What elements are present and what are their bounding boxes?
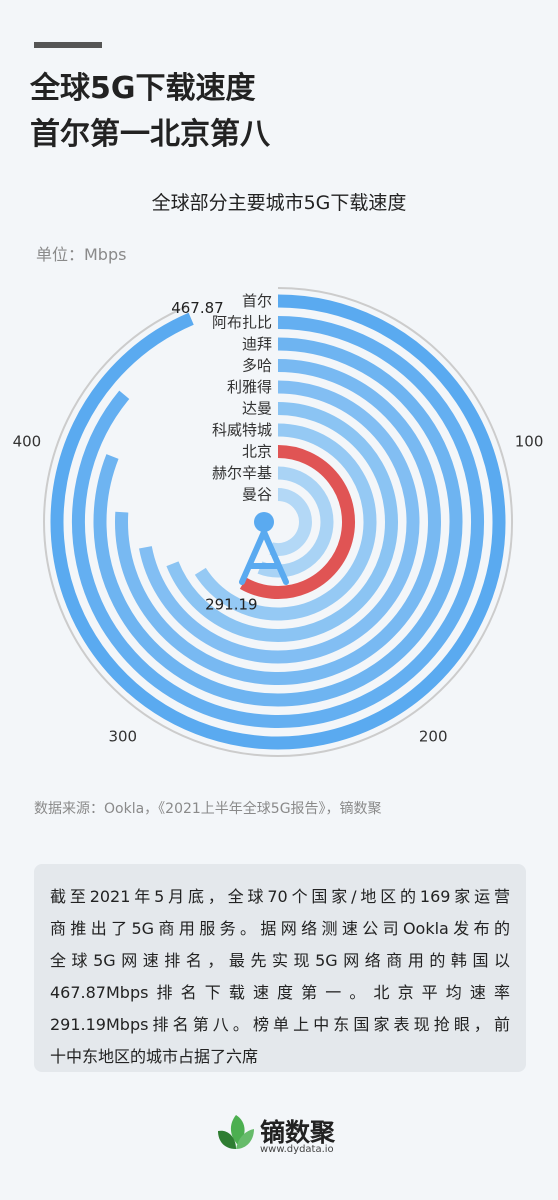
bar-利雅得 — [139, 380, 420, 664]
tick-label: 300 — [108, 728, 137, 746]
description-line: 291.19Mbps排名第八。榜单上中东国家表现抢眼，前 — [50, 1015, 510, 1034]
bar-阿布扎比 — [72, 316, 484, 728]
category-label: 多哈 — [242, 357, 272, 375]
category-label: 曼谷 — [242, 486, 272, 504]
description-line: 截至2021年5月底，全球70个国家/地区的169家运营 — [50, 887, 510, 906]
bar-曼谷 — [269, 488, 312, 556]
page-title-line-2: 首尔第一北京第八 — [30, 117, 270, 152]
category-label: 首尔 — [242, 292, 272, 310]
page-title-line-1: 全球5G下载速度 — [30, 71, 256, 106]
category-label: 达曼 — [242, 400, 272, 418]
bar-首尔 — [50, 294, 506, 750]
bar-科威特城 — [194, 423, 377, 621]
value-label: 467.87 — [171, 299, 224, 317]
bar-多哈 — [115, 359, 441, 685]
category-label: 利雅得 — [227, 378, 272, 396]
tick-label: 200 — [419, 728, 448, 746]
description-line: 商推出了5G商用服务。据网络测速公司Ookla发布的 — [50, 919, 510, 938]
chart-unit-label: 单位：Mbps — [36, 245, 127, 264]
antenna-icon-head — [254, 512, 274, 532]
antenna-icon — [239, 529, 289, 585]
reference-ring — [43, 287, 514, 757]
description-line: 十中东地区的城市占据了六席 — [50, 1047, 259, 1066]
description-line: 全球5G网速排名，最先实现5G网络商用的韩国以 — [50, 951, 510, 970]
leaf-logo-icon — [218, 1115, 254, 1149]
data-source: 数据来源：Ookla，《2021上半年全球5G报告》，镝数聚 — [34, 801, 382, 817]
category-label: 北京 — [242, 443, 272, 461]
bar-赫尔辛基 — [257, 466, 334, 578]
chart-title: 全球部分主要城市5G下载速度 — [151, 192, 407, 214]
description-line: 467.87Mbps排名下载速度第一。北京平均速率 — [50, 983, 510, 1002]
description-box: 截至2021年5月底，全球70个国家/地区的169家运营 商推出了5G商用服务。… — [34, 864, 526, 1072]
page-title: 全球5G下载速度 首尔第一北京第八 — [30, 66, 270, 158]
category-label: 阿布扎比 — [212, 314, 272, 332]
category-label: 赫尔辛基 — [212, 464, 272, 482]
value-label: 291.19 — [205, 595, 258, 613]
bar-北京 — [239, 445, 356, 599]
brand-footer: 镝数聚 www.dydata.io — [216, 1111, 356, 1161]
bar-达曼 — [166, 402, 398, 642]
category-label: 科威特城 — [212, 421, 272, 439]
category-label: 迪拜 — [242, 335, 272, 353]
tick-label: 100 — [515, 432, 544, 450]
title-accent-bar — [34, 42, 102, 48]
bar-迪拜 — [93, 337, 463, 707]
brand-url: www.dydata.io — [260, 1144, 334, 1155]
tick-label: 400 — [13, 432, 42, 450]
brand-name: 镝数聚 — [260, 1118, 336, 1147]
